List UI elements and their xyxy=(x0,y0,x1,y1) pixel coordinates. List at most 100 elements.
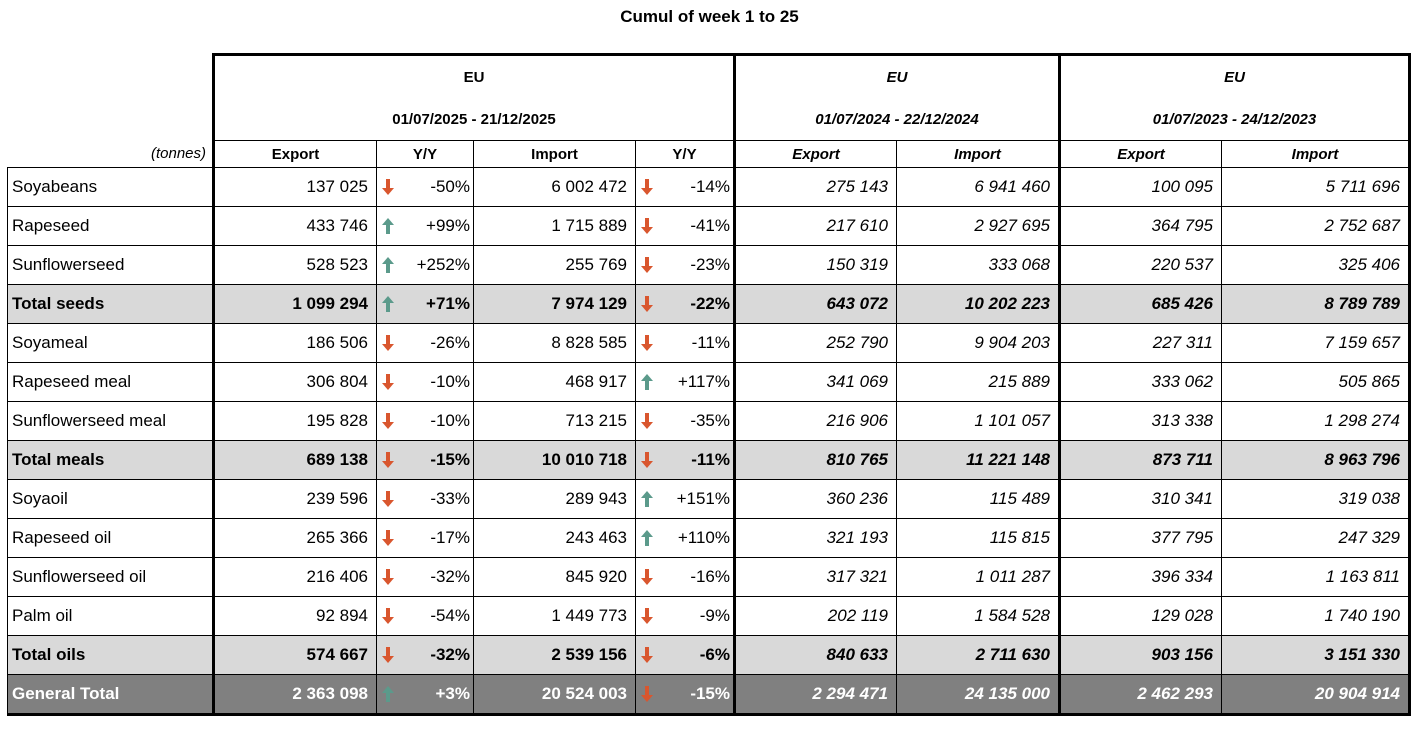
import-2023-cell: 1 740 190 xyxy=(1221,596,1411,636)
export-2025-cell: 265 366 xyxy=(212,518,377,558)
arrow-down-icon xyxy=(640,412,654,430)
import-2025-cell: 845 920 xyxy=(473,557,636,597)
export-2024-cell: 317 321 xyxy=(734,557,897,597)
export-2024-cell: 252 790 xyxy=(734,323,897,363)
export-2023-cell: 903 156 xyxy=(1059,635,1222,675)
import-2024-cell: 2 927 695 xyxy=(896,206,1061,246)
arrow-up-icon xyxy=(381,256,395,274)
import-2023-cell: 8 789 789 xyxy=(1221,284,1411,324)
import-yy-value: +117% xyxy=(677,372,730,391)
row-label: Soyabeans xyxy=(7,167,214,207)
import-yy-cell: -11% xyxy=(635,323,736,363)
arrow-down-icon xyxy=(381,646,395,664)
export-2025-cell: 186 506 xyxy=(212,323,377,363)
import-yy-cell: -9% xyxy=(635,596,736,636)
arrow-down-icon xyxy=(640,178,654,196)
export-yy-cell: +3% xyxy=(376,674,474,716)
import-2024-cell: 115 815 xyxy=(896,518,1061,558)
table-row: Rapeseed meal 306 804 -10% 468 917 +117% 341 … xyxy=(7,362,1411,402)
import-yy-cell: -14% xyxy=(635,167,736,207)
table-row: General Total 2 363 098 +3% 20 524 003 -15% 2… xyxy=(7,674,1411,716)
page-title: Cumul of week 1 to 25 xyxy=(620,7,799,26)
import-2025-cell: 243 463 xyxy=(473,518,636,558)
export-2023-cell: 227 311 xyxy=(1059,323,1222,363)
export-yy-cell: -17% xyxy=(376,518,474,558)
import-2024-cell: 215 889 xyxy=(896,362,1061,402)
export-yy-cell: -50% xyxy=(376,167,474,207)
export-2023-cell: 873 711 xyxy=(1059,440,1222,480)
row-label: Soyaoil xyxy=(7,479,214,519)
export-2024-cell: 2 294 471 xyxy=(734,674,897,716)
col-header-import-2024: Import xyxy=(896,140,1061,168)
export-yy-value: +3% xyxy=(435,684,471,703)
row-label: Rapeseed oil xyxy=(7,518,214,558)
arrow-down-icon xyxy=(640,217,654,235)
export-2023-cell: 2 462 293 xyxy=(1059,674,1222,716)
export-2023-cell: 377 795 xyxy=(1059,518,1222,558)
import-yy-value: -22% xyxy=(690,294,730,313)
arrow-up-icon xyxy=(640,490,654,508)
import-2023-cell: 20 904 914 xyxy=(1221,674,1411,716)
export-yy-value: -17% xyxy=(430,528,470,547)
export-yy-value: -26% xyxy=(430,333,470,352)
export-2024-cell: 810 765 xyxy=(734,440,897,480)
export-2025-cell: 239 596 xyxy=(212,479,377,519)
table-row: Sunflowerseed oil 216 406 -32% 845 920 -16% 3… xyxy=(7,557,1411,597)
table-row: Rapeseed 433 746 +99% 1 715 889 -41% 217 610 2… xyxy=(7,206,1411,246)
col-header-import-2025: Import xyxy=(473,140,636,168)
export-yy-cell: -54% xyxy=(376,596,474,636)
export-2025-cell: 2 363 098 xyxy=(212,674,377,716)
import-2024-cell: 9 904 203 xyxy=(896,323,1061,363)
table-row: Total meals 689 138 -15% 10 010 718 -11% 810 … xyxy=(7,440,1411,480)
import-2024-cell: 333 068 xyxy=(896,245,1061,285)
table-row: Soyabeans 137 025 -50% 6 002 472 -14% 275 143… xyxy=(7,167,1411,207)
col-header-export-yy: Y/Y xyxy=(376,140,474,168)
export-2023-cell: 129 028 xyxy=(1059,596,1222,636)
export-yy-value: -33% xyxy=(430,489,470,508)
row-label: Total oils xyxy=(7,635,214,675)
import-2024-cell: 11 221 148 xyxy=(896,440,1061,480)
import-yy-value: -11% xyxy=(691,450,730,469)
export-yy-cell: -10% xyxy=(376,401,474,441)
arrow-up-icon xyxy=(381,295,395,313)
arrow-down-icon xyxy=(640,607,654,625)
col-header-export-2025: Export xyxy=(212,140,377,168)
export-2025-cell: 1 099 294 xyxy=(212,284,377,324)
import-2025-cell: 1 715 889 xyxy=(473,206,636,246)
import-2024-cell: 1 101 057 xyxy=(896,401,1061,441)
export-2025-cell: 137 025 xyxy=(212,167,377,207)
import-yy-cell: -23% xyxy=(635,245,736,285)
export-2024-cell: 840 633 xyxy=(734,635,897,675)
import-yy-cell: +117% xyxy=(635,362,736,402)
export-yy-value: -54% xyxy=(430,606,470,625)
import-2023-cell: 7 159 657 xyxy=(1221,323,1411,363)
export-2024-cell: 217 610 xyxy=(734,206,897,246)
export-2023-cell: 313 338 xyxy=(1059,401,1222,441)
arrow-down-icon xyxy=(381,412,395,430)
import-2023-cell: 2 752 687 xyxy=(1221,206,1411,246)
export-2023-cell: 333 062 xyxy=(1059,362,1222,402)
row-label: Sunflowerseed oil xyxy=(7,557,214,597)
import-yy-cell: -22% xyxy=(635,284,736,324)
row-label: Sunflowerseed meal xyxy=(7,401,214,441)
import-yy-cell: -11% xyxy=(635,440,736,480)
unit-label: (tonnes) xyxy=(150,145,206,163)
export-yy-value: +252% xyxy=(416,255,470,274)
row-label: Rapeseed xyxy=(7,206,214,246)
arrow-up-icon xyxy=(381,217,395,235)
group-period-2025: 01/07/2025 - 21/12/2025 xyxy=(212,98,736,141)
import-2025-cell: 20 524 003 xyxy=(473,674,636,716)
table-row: Soyameal 186 506 -26% 8 828 585 -11% 252 790 9… xyxy=(7,323,1411,363)
export-2024-cell: 643 072 xyxy=(734,284,897,324)
table-row: Total oils 574 667 -32% 2 539 156 -6% 840 633… xyxy=(7,635,1411,675)
arrow-down-icon xyxy=(381,607,395,625)
row-label: Palm oil xyxy=(7,596,214,636)
export-yy-cell: -10% xyxy=(376,362,474,402)
arrow-down-icon xyxy=(640,568,654,586)
export-2024-cell: 216 906 xyxy=(734,401,897,441)
arrow-down-icon xyxy=(381,451,395,469)
import-2024-cell: 1 011 287 xyxy=(896,557,1061,597)
import-2023-cell: 325 406 xyxy=(1221,245,1411,285)
arrow-up-icon xyxy=(381,685,395,703)
export-yy-cell: +99% xyxy=(376,206,474,246)
